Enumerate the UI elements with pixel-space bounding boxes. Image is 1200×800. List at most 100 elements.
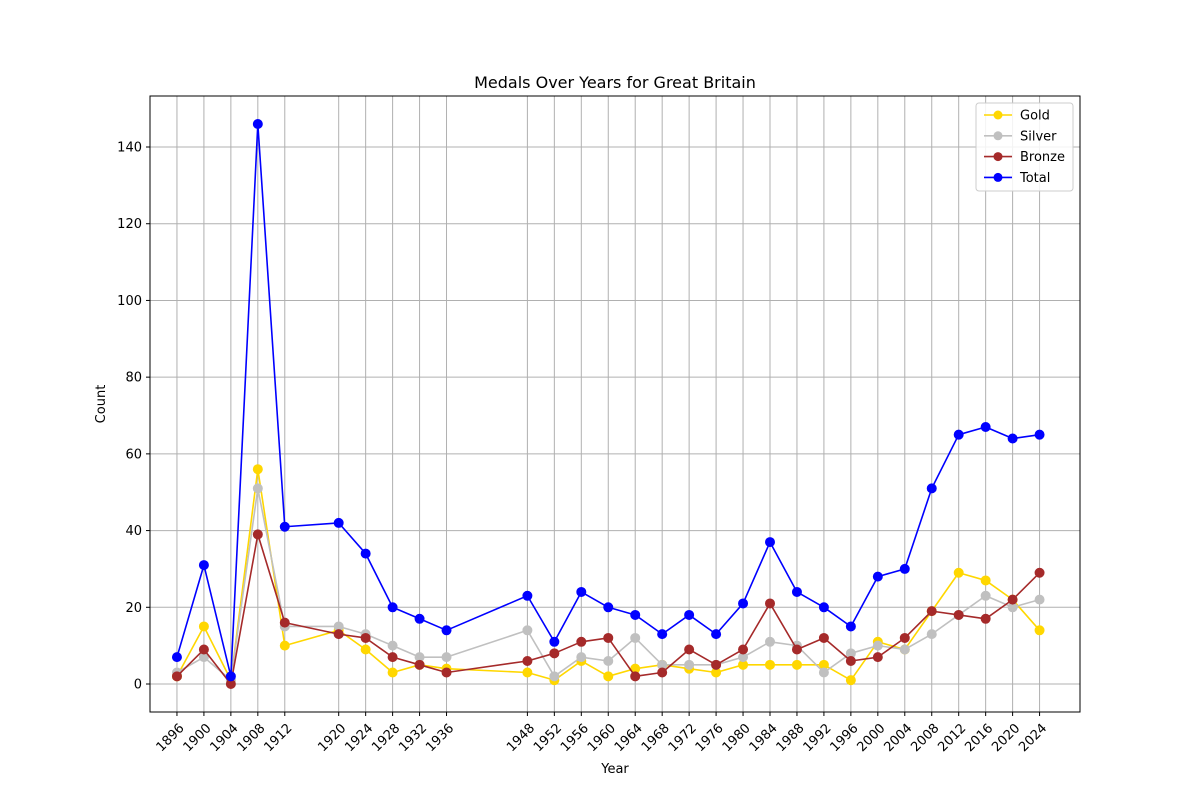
data-point-silver xyxy=(522,625,533,636)
data-point-total xyxy=(899,563,910,574)
data-point-total xyxy=(279,521,290,532)
data-point-gold xyxy=(360,644,371,655)
data-point-gold xyxy=(522,667,533,678)
y-tick-label: 100 xyxy=(117,294,142,309)
y-tick-label: 120 xyxy=(117,217,142,232)
data-point-total xyxy=(171,652,182,663)
data-point-gold xyxy=(387,667,398,678)
data-point-bronze xyxy=(1034,567,1045,578)
data-point-bronze xyxy=(171,671,182,682)
data-point-bronze xyxy=(549,648,560,659)
legend-marker-bronze xyxy=(993,152,1003,162)
legend-marker-gold xyxy=(993,110,1003,120)
data-point-silver xyxy=(1034,594,1045,605)
data-point-silver xyxy=(630,632,641,643)
data-point-total xyxy=(198,560,209,571)
data-point-total xyxy=(845,621,856,632)
data-point-bronze xyxy=(360,632,371,643)
data-point-total xyxy=(360,548,371,559)
legend-label-gold: Gold xyxy=(1020,109,1050,124)
data-point-gold xyxy=(198,621,209,632)
data-point-bronze xyxy=(711,659,722,670)
data-point-gold xyxy=(980,575,991,586)
data-point-bronze xyxy=(953,609,964,620)
data-point-bronze xyxy=(630,671,641,682)
data-point-bronze xyxy=(926,606,937,617)
data-point-gold xyxy=(953,567,964,578)
data-point-bronze xyxy=(738,644,749,655)
data-point-total xyxy=(576,586,587,597)
data-point-total xyxy=(684,609,695,620)
data-point-total xyxy=(791,586,802,597)
chart-title: Medals Over Years for Great Britain xyxy=(474,73,756,92)
legend-label-total: Total xyxy=(1019,171,1050,186)
data-point-gold xyxy=(603,671,614,682)
data-point-bronze xyxy=(387,652,398,663)
data-point-silver xyxy=(872,640,883,651)
data-point-bronze xyxy=(603,632,614,643)
data-point-silver xyxy=(818,667,829,678)
data-point-silver xyxy=(576,652,587,663)
data-point-total xyxy=(711,629,722,640)
data-point-gold xyxy=(252,464,263,475)
data-point-bronze xyxy=(899,632,910,643)
y-tick-label: 20 xyxy=(125,601,142,616)
data-point-bronze xyxy=(279,617,290,628)
legend-label-bronze: Bronze xyxy=(1020,150,1065,165)
data-point-bronze xyxy=(765,598,775,609)
data-point-total xyxy=(1007,433,1018,444)
y-axis-label: Count xyxy=(94,385,109,424)
y-tick-label: 140 xyxy=(117,141,142,156)
data-point-total xyxy=(387,602,398,613)
data-point-total xyxy=(603,602,614,613)
data-point-total xyxy=(522,590,533,601)
data-point-bronze xyxy=(872,652,883,663)
data-point-total xyxy=(549,636,560,647)
data-point-bronze xyxy=(522,655,533,666)
data-point-bronze xyxy=(684,644,695,655)
legend-marker-silver xyxy=(993,131,1003,141)
data-point-bronze xyxy=(791,644,802,655)
data-point-bronze xyxy=(845,655,856,666)
y-tick-label: 0 xyxy=(134,678,142,693)
data-point-silver xyxy=(899,644,910,655)
data-point-total xyxy=(872,571,883,582)
data-point-bronze xyxy=(252,529,263,540)
data-point-bronze xyxy=(980,613,991,624)
data-point-bronze xyxy=(414,659,425,670)
legend-label-silver: Silver xyxy=(1020,129,1057,144)
data-point-silver xyxy=(441,652,452,663)
data-point-bronze xyxy=(657,667,668,678)
data-point-total xyxy=(441,625,452,636)
series-line-silver xyxy=(176,487,1040,681)
data-point-silver xyxy=(603,655,614,666)
data-point-total xyxy=(630,609,641,620)
series-layer xyxy=(171,119,1045,689)
data-point-total xyxy=(414,613,425,624)
data-point-total xyxy=(333,517,344,528)
data-point-silver xyxy=(980,590,991,601)
plot-frame xyxy=(149,95,1081,713)
data-point-total xyxy=(738,598,749,609)
data-point-bronze xyxy=(818,632,829,643)
data-point-total xyxy=(818,602,829,613)
data-point-bronze xyxy=(441,667,452,678)
data-point-total xyxy=(252,119,263,129)
data-point-bronze xyxy=(198,644,209,655)
data-point-total xyxy=(765,537,775,548)
data-point-silver xyxy=(387,640,398,651)
data-point-total xyxy=(926,483,937,494)
data-point-gold xyxy=(1034,625,1045,636)
y-tick-label: 60 xyxy=(125,447,142,462)
legend-marker-total xyxy=(993,172,1003,182)
x-axis-label: Year xyxy=(600,762,629,777)
y-tick-label: 80 xyxy=(125,371,142,386)
data-point-total xyxy=(980,422,991,433)
legend: Gold Silver Bronze Total xyxy=(975,102,1074,192)
data-point-bronze xyxy=(576,636,587,647)
data-point-total xyxy=(657,629,668,640)
data-point-silver xyxy=(549,671,560,682)
legend-box xyxy=(975,102,1074,192)
data-point-gold xyxy=(791,659,802,670)
